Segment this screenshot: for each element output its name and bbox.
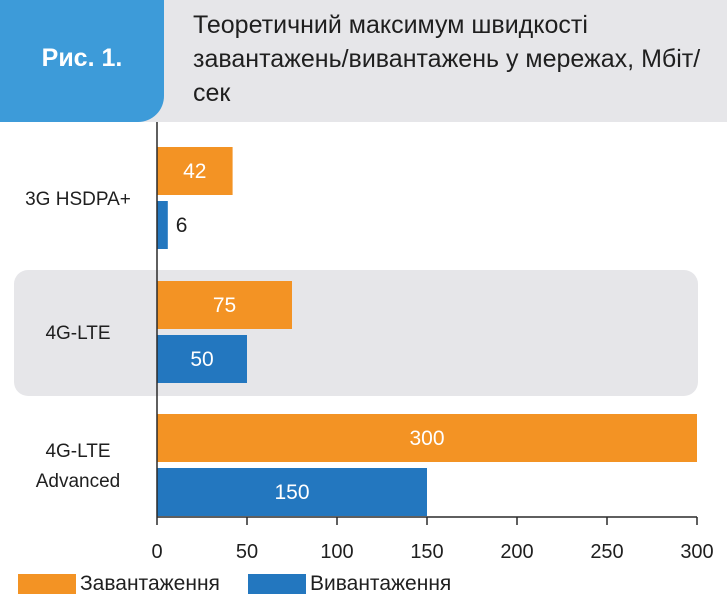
- x-tick-label-6: 300: [680, 541, 713, 563]
- bar-value-label-upload-0: 6: [176, 214, 188, 237]
- category-label-1: 4G-LTE: [45, 323, 110, 344]
- legend-item-upload: Вивантаження: [248, 572, 478, 596]
- legend-swatch-upload: [248, 574, 306, 594]
- bar-upload-0: [157, 201, 168, 249]
- bar-download-0: [157, 147, 233, 195]
- bar-value-label-upload-1: 50: [190, 348, 213, 371]
- bar-value-label-upload-2: 150: [274, 481, 309, 504]
- x-tick-label-4: 200: [500, 541, 533, 563]
- bar-value-label-download-0: 42: [183, 160, 206, 183]
- legend-label-download: Завантаження: [80, 572, 220, 595]
- legend-item-download: Завантаження: [18, 572, 248, 596]
- category-label-2: 4G-LTE Advanced: [36, 441, 121, 492]
- bar-download-1: [157, 281, 292, 329]
- category-highlight-band: [14, 270, 698, 396]
- x-tick-label-2: 100: [320, 541, 353, 563]
- x-tick-label-3: 150: [410, 541, 443, 563]
- legend-label-upload: Вивантаження: [310, 572, 452, 595]
- bar-download-2: [157, 414, 697, 462]
- legend-swatch-download: [18, 574, 76, 594]
- bar-upload-2: [157, 468, 427, 516]
- x-tick-label-0: 0: [151, 541, 162, 563]
- x-tick-label-5: 250: [590, 541, 623, 563]
- figure-label-tab: Рис. 1.: [0, 0, 164, 122]
- category-label-0: 3G HSDPA+: [25, 189, 131, 210]
- bar-upload-1: [157, 335, 247, 383]
- chart-title: Теоретичний максимум швидкості завантаже…: [193, 11, 701, 107]
- x-tick-label-1: 50: [236, 541, 258, 563]
- bar-value-label-download-2: 300: [409, 427, 444, 450]
- bar-value-label-download-1: 75: [213, 294, 236, 317]
- figure-label: Рис. 1.: [41, 44, 123, 72]
